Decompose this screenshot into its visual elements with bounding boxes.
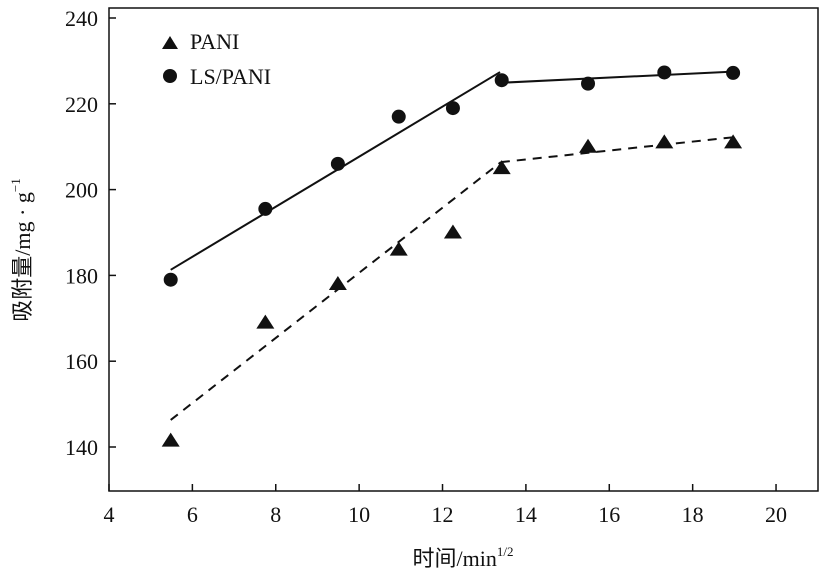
x-tick-label: 10	[348, 502, 370, 527]
fit-line-pani	[500, 136, 734, 164]
data-point-pani	[389, 241, 408, 256]
data-point-ls-pani	[258, 201, 273, 216]
y-tick-label: 240	[65, 6, 98, 31]
legend-marker-ls-pani	[163, 69, 177, 83]
fit-line-pani	[170, 161, 502, 421]
y-axis-label: 吸附量/mg · g−1	[8, 178, 35, 321]
data-point-pani	[579, 138, 598, 153]
fit-line-ls-pani	[500, 70, 734, 84]
data-point-ls-pani	[657, 65, 672, 80]
legend-marker-pani	[162, 36, 178, 49]
y-tick-label: 180	[65, 263, 98, 288]
x-axis-label: 时间/min1/2	[413, 544, 514, 571]
data-point-ls-pani	[581, 76, 596, 91]
data-point-pani	[443, 224, 462, 239]
data-point-pani	[328, 275, 347, 290]
y-tick-label: 200	[65, 178, 98, 203]
fit-line-ls-pani	[170, 71, 501, 271]
data-point-ls-pani	[445, 101, 460, 116]
y-tick-label: 140	[65, 435, 98, 460]
data-point-pani	[256, 314, 275, 329]
data-point-pani	[724, 134, 743, 149]
data-point-ls-pani	[391, 109, 406, 124]
x-tick-label: 18	[682, 502, 704, 527]
x-tick-label: 6	[187, 502, 198, 527]
data-point-ls-pani	[726, 65, 741, 80]
y-tick-label: 220	[65, 92, 98, 117]
x-tick-label: 16	[598, 502, 620, 527]
x-tick-label: 8	[270, 502, 281, 527]
x-tick-label: 20	[765, 502, 787, 527]
data-point-ls-pani	[494, 73, 509, 88]
legend-label-pani: PANI	[190, 29, 239, 54]
plot-frame	[108, 7, 819, 492]
data-point-ls-pani	[163, 272, 178, 287]
x-tick-label: 12	[432, 502, 454, 527]
legend-label-ls-pani: LS/PANI	[190, 64, 271, 89]
y-tick-label: 160	[65, 349, 98, 374]
data-point-pani	[492, 160, 511, 175]
legend: PANI LS/PANI	[162, 29, 271, 89]
x-tick-label: 14	[515, 502, 537, 527]
data-point-pani	[655, 134, 674, 149]
data-point-pani	[161, 432, 180, 447]
data-point-ls-pani	[330, 156, 345, 171]
x-tick-label: 4	[104, 502, 115, 527]
